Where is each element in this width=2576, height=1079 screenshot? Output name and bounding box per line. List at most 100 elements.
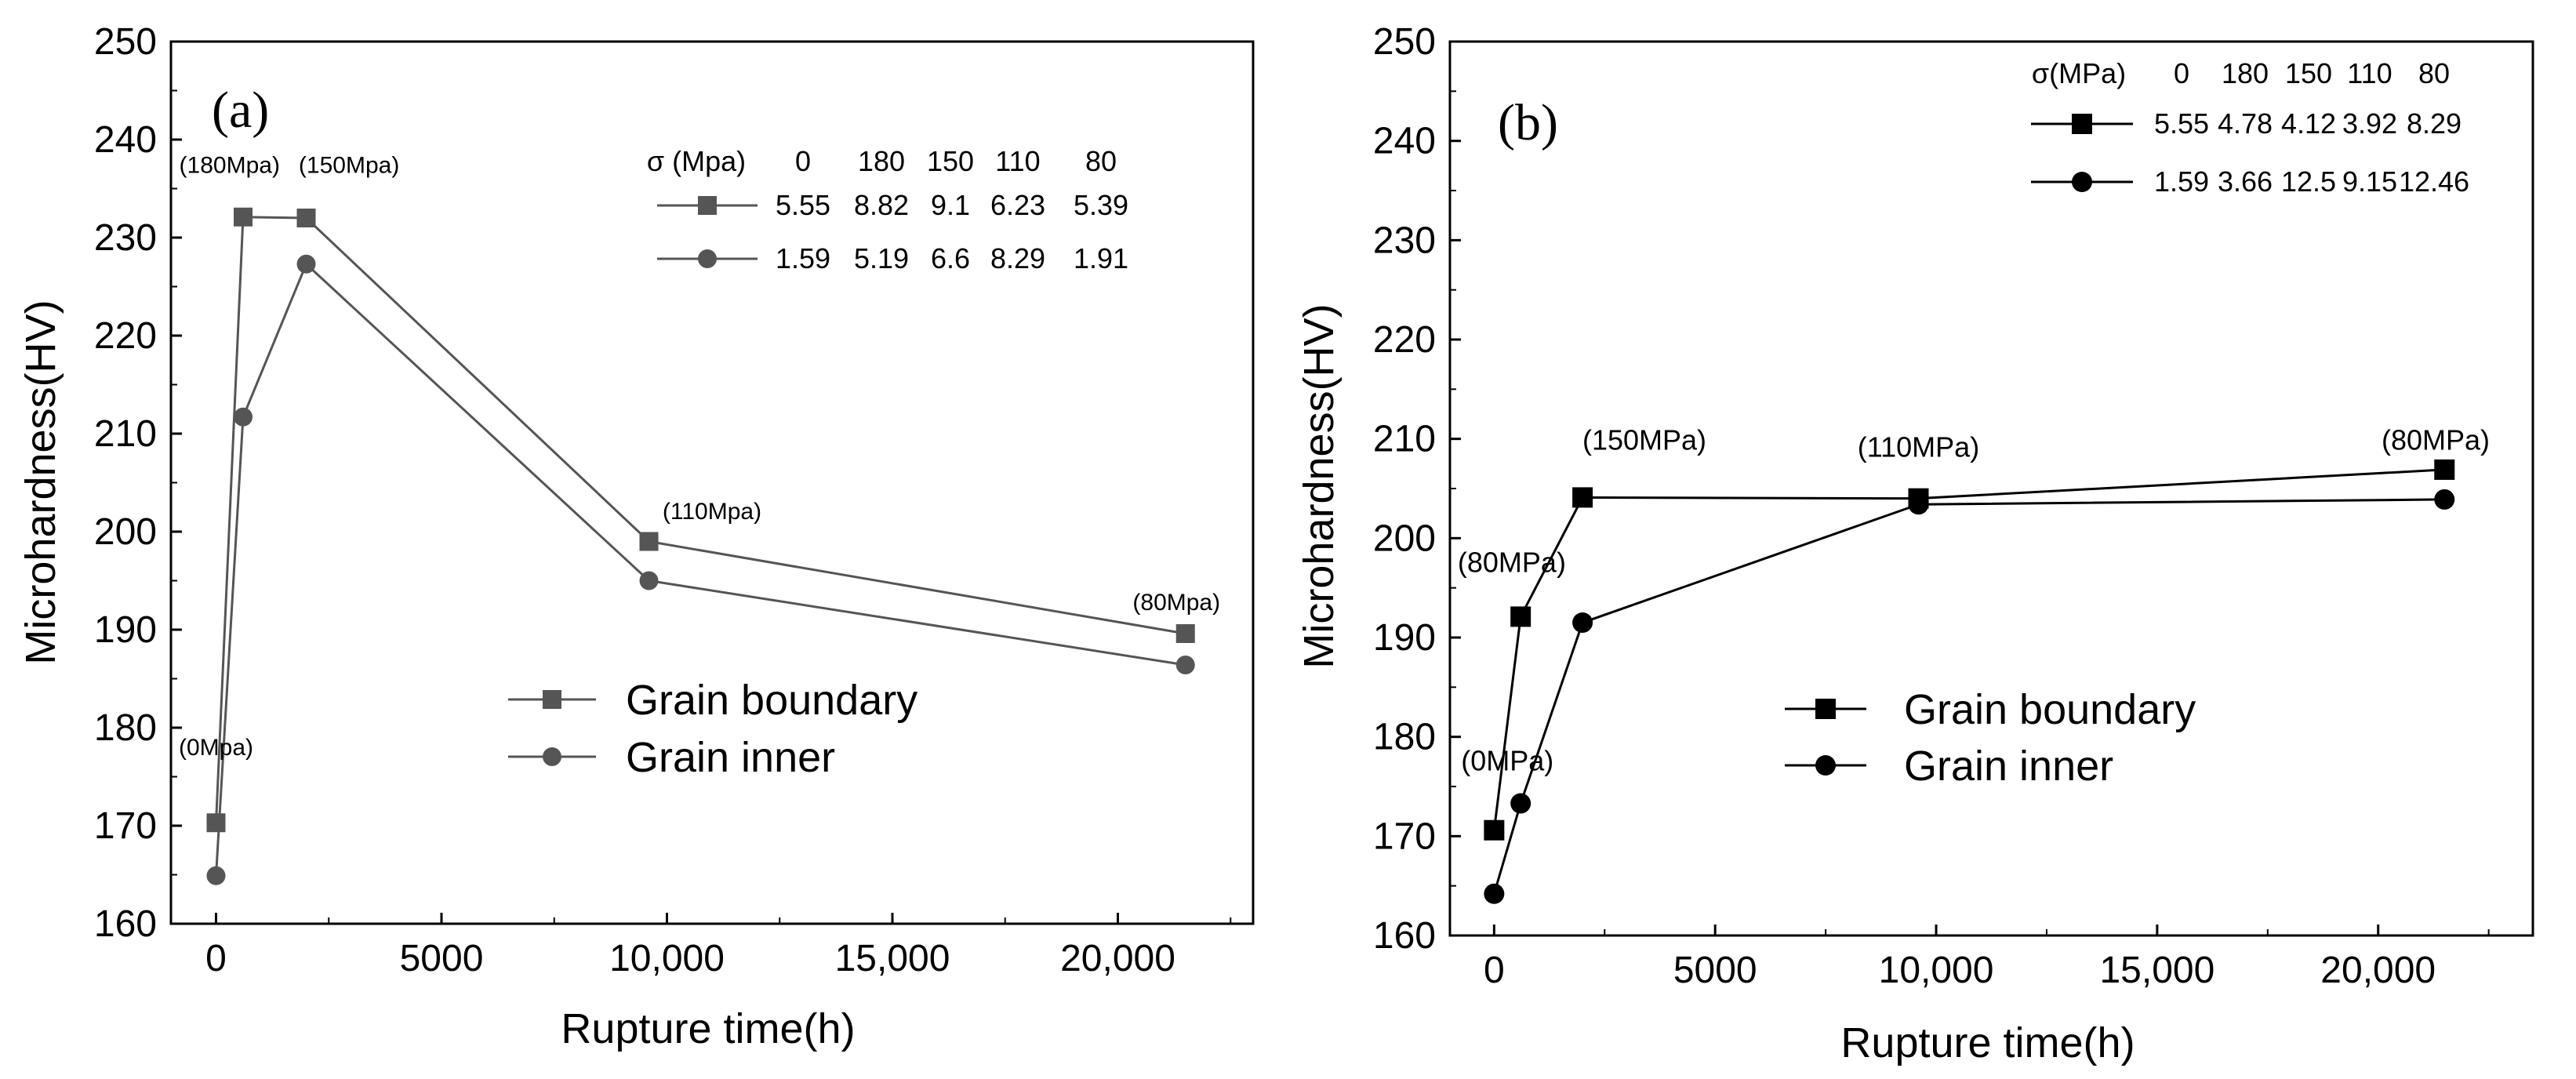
- table-column-header: 180: [2222, 57, 2269, 89]
- grain-boundary-point: [206, 813, 226, 833]
- stress-annotation: (0Mpa): [179, 735, 253, 761]
- table-column-header: 80: [1085, 145, 1117, 177]
- series-line-grain-inner: [215, 262, 1186, 876]
- x-tick-label: 10,000: [1879, 950, 1994, 991]
- table-row-marker: [2072, 114, 2092, 134]
- y-tick-label: 190: [94, 609, 157, 651]
- stress-annotation: (80Mpa): [1132, 590, 1220, 616]
- table-cell: 4.78: [2218, 107, 2273, 140]
- table-cell: 5.19: [854, 242, 909, 274]
- y-tick-label: 200: [1373, 518, 1436, 559]
- table-cell: 5.55: [2154, 107, 2209, 140]
- grain-inner-point: [206, 866, 226, 885]
- x-tick-label: 0: [1484, 950, 1505, 991]
- x-tick-label: 0: [205, 938, 227, 979]
- y-tick-label: 190: [1373, 617, 1436, 659]
- table-cell: 6.6: [931, 242, 970, 274]
- grain-boundary-point: [639, 532, 659, 551]
- x-tick-label: 20,000: [2320, 950, 2436, 991]
- table-cell: 1.59: [2154, 165, 2209, 198]
- grain-boundary-point: [296, 209, 316, 227]
- table-cell: 8.29: [990, 242, 1045, 274]
- legend-marker: [543, 747, 561, 766]
- y-tick-label: 240: [1373, 121, 1436, 162]
- x-axis-label: Rupture time(h): [561, 1005, 855, 1052]
- table-cell: 3.92: [2342, 107, 2397, 140]
- stress-annotation: (150Mpa): [299, 153, 399, 179]
- x-tick-label: 15,000: [835, 938, 950, 979]
- stress-annotation: (150MPa): [1582, 424, 1706, 456]
- table-cell: 1.91: [1074, 242, 1128, 274]
- table-column-header: 110: [2347, 57, 2392, 89]
- table-column-header: 80: [2418, 57, 2450, 89]
- stress-annotation: (110Mpa): [663, 499, 761, 525]
- grain-boundary-point: [1175, 624, 1195, 643]
- y-tick-label: 170: [1373, 816, 1436, 857]
- stress-annotation: (110MPa): [1858, 431, 1979, 463]
- stress-annotation: (180Mpa): [180, 153, 280, 179]
- grain-inner-point: [1175, 656, 1195, 674]
- table-column-header: 150: [927, 145, 974, 177]
- grain-inner-point: [1572, 612, 1593, 633]
- table-cell: 5.39: [1074, 189, 1128, 221]
- y-tick-label: 230: [94, 217, 157, 259]
- grain-boundary-point: [1510, 606, 1531, 627]
- y-axis-label: Microhardness(HV): [17, 300, 64, 664]
- y-tick-label: 180: [94, 707, 157, 749]
- grain-inner-point: [639, 571, 659, 590]
- table-row-marker: [698, 249, 717, 268]
- y-axis-label: Microhardness(HV): [1295, 303, 1342, 668]
- chart-a: 160 170 180 190 200 210 220 230 240 250 0 5000 10,00…: [17, 21, 1255, 1052]
- table-cell: 8.29: [2407, 107, 2462, 140]
- y-tick-label: 220: [94, 315, 157, 357]
- grain-inner-point: [234, 407, 253, 427]
- table-cell: 8.82: [854, 189, 909, 221]
- table-cell: 5.55: [776, 189, 830, 221]
- legend-label: Grain boundary: [626, 677, 917, 724]
- legend-label: Grain boundary: [1904, 686, 2196, 733]
- table-header-label: σ (Mpa): [647, 145, 746, 177]
- y-tick-label: 200: [94, 511, 157, 553]
- table-header-label: σ(MPa): [2032, 57, 2126, 89]
- x-tick-label: 5000: [400, 938, 484, 979]
- y-tick-label: 250: [1373, 21, 1436, 63]
- x-tick-label: 10,000: [609, 938, 725, 979]
- grain-boundary-point: [234, 207, 253, 227]
- grain-boundary-point: [1484, 819, 1505, 841]
- table-cell: 4.12: [2281, 107, 2336, 140]
- y-tick-label: 210: [94, 413, 157, 455]
- legend-marker: [1815, 755, 1836, 776]
- table-column-header: 0: [795, 145, 811, 177]
- table-cell: 9.1: [931, 189, 970, 221]
- grain-inner-point: [2434, 489, 2455, 510]
- legend-marker: [1815, 699, 1836, 719]
- legend-marker: [543, 690, 561, 709]
- y-tick-label: 220: [1373, 319, 1436, 361]
- table-column-header: 180: [858, 145, 905, 177]
- table-row-marker: [2072, 172, 2092, 192]
- table-cell: 3.66: [2218, 165, 2273, 198]
- table-cell: 12.46: [2399, 165, 2469, 198]
- stress-annotation: (80MPa): [1458, 546, 1566, 578]
- y-tick-label: 240: [94, 119, 157, 161]
- chart-b: 160 170 180 190 200 210 220 230 240 250 0 5000 10,00…: [1295, 21, 2534, 1066]
- table-cell: 9.15: [2342, 165, 2397, 198]
- stress-annotation: (0MPa): [1461, 745, 1553, 777]
- table-cell: 1.59: [776, 242, 830, 274]
- table-cell: 6.23: [990, 189, 1045, 221]
- y-tick-label: 170: [94, 805, 157, 847]
- y-tick-label: 210: [1373, 419, 1436, 460]
- y-tick-label: 180: [1373, 717, 1436, 758]
- x-axis-label: Rupture time(h): [1840, 1019, 2135, 1066]
- panel-label: (a): [212, 82, 269, 139]
- x-tick-label: 5000: [1673, 950, 1757, 991]
- stress-annotation: (80MPa): [2382, 424, 2490, 456]
- grain-inner-point: [1908, 494, 1929, 515]
- table-column-header: 110: [995, 145, 1040, 177]
- legend-label: Grain inner: [626, 734, 835, 781]
- table-cell: 12.5: [2281, 165, 2336, 198]
- y-tick-label: 250: [94, 21, 157, 63]
- x-tick-label: 15,000: [2099, 950, 2214, 991]
- grain-boundary-point: [2434, 459, 2455, 480]
